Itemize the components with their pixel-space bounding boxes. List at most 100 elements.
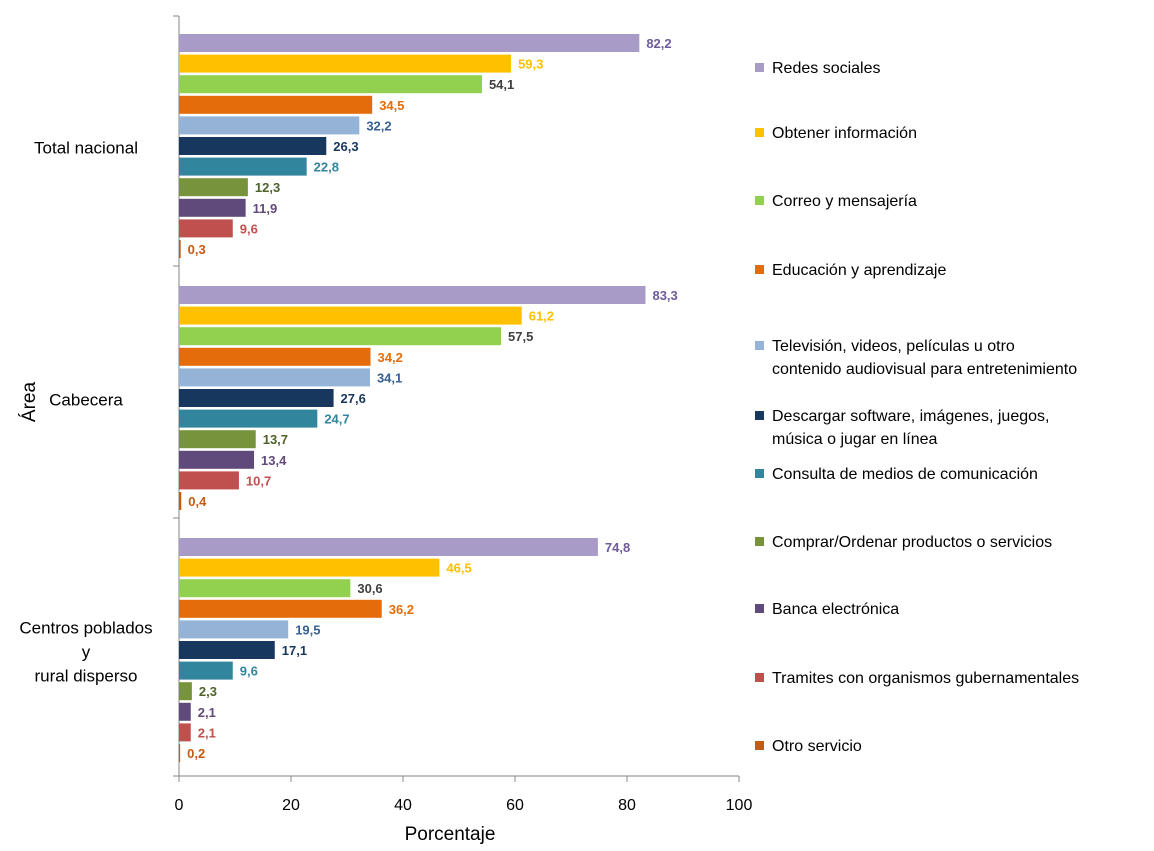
value-label: 9,6 (240, 664, 258, 679)
x-tick-label: 40 (394, 797, 412, 814)
value-label: 54,1 (489, 77, 514, 92)
value-label: 2,1 (198, 725, 216, 740)
category-label: rural disperso (35, 666, 138, 685)
value-label: 0,4 (188, 494, 207, 509)
value-label: 12,3 (255, 180, 280, 195)
value-label: 9,6 (240, 221, 258, 236)
value-label: 74,8 (605, 540, 630, 555)
legend-label: Tramites con organismos gubernamentales (772, 670, 1079, 687)
bar (179, 75, 482, 94)
bar (179, 198, 246, 217)
legend-swatch (755, 196, 764, 205)
value-label: 27,6 (341, 391, 366, 406)
category-label: y (82, 642, 91, 661)
bar (179, 137, 327, 155)
legend-label: Descargar software, imágenes, juegos, (772, 408, 1049, 425)
bar (179, 389, 334, 407)
legend-label: Consulta de medios de comunicación (772, 466, 1038, 483)
legend-label: Otro servicio (772, 738, 862, 755)
x-tick-label: 80 (618, 797, 636, 814)
value-label: 13,4 (261, 453, 287, 468)
bar (179, 450, 255, 469)
category-label: Centros poblados (19, 618, 152, 637)
legend-label: Educación y aprendizaje (772, 262, 946, 279)
value-label: 24,7 (324, 412, 349, 427)
x-tick-label: 0 (175, 797, 184, 814)
x-tick-label: 60 (506, 797, 524, 814)
bar (179, 682, 192, 701)
bar (179, 306, 522, 325)
legend-swatch (755, 411, 764, 420)
value-label: 30,6 (357, 581, 382, 596)
value-label: 13,7 (263, 432, 288, 447)
legend-label: Redes sociales (772, 60, 881, 77)
value-label: 22,8 (314, 160, 339, 175)
bar (179, 240, 181, 258)
bar (179, 327, 501, 346)
legend-label: Obtener información (772, 125, 917, 142)
legend-swatch (755, 604, 764, 613)
bar (179, 723, 191, 742)
bar (179, 178, 248, 197)
bar (179, 492, 182, 510)
bar (179, 641, 275, 659)
value-label: 34,2 (378, 350, 403, 365)
x-tick-label: 20 (282, 797, 300, 814)
legend-label: contenido audiovisual para entretenimien… (772, 361, 1077, 378)
value-label: 61,2 (529, 309, 554, 324)
bar (179, 661, 233, 680)
bar (179, 430, 256, 449)
bar (179, 286, 646, 304)
value-label: 19,5 (295, 622, 320, 637)
y-axis-title: Área (19, 382, 40, 423)
value-label: 83,3 (652, 288, 677, 303)
value-label: 11,9 (253, 201, 278, 216)
value-label: 32,2 (366, 118, 391, 133)
bar (179, 157, 307, 176)
bar (179, 744, 181, 762)
legend-label: Correo y mensajería (772, 193, 917, 210)
legend-label: Banca electrónica (772, 601, 899, 618)
bar (179, 599, 382, 618)
legend-swatch (755, 128, 764, 137)
x-tick-label: 100 (726, 797, 753, 814)
legend-label: Televisión, videos, películas u otro (772, 338, 1015, 355)
bar (179, 620, 289, 639)
value-label: 26,3 (333, 139, 358, 154)
bar (179, 347, 371, 366)
x-axis-title: Porcentaje (405, 824, 496, 845)
value-label: 59,3 (518, 57, 543, 72)
legend-label: Comprar/Ordenar productos o servicios (772, 534, 1052, 551)
legend-swatch (755, 741, 764, 750)
bar (179, 579, 351, 598)
bar (179, 702, 191, 721)
value-label: 34,5 (379, 98, 404, 113)
value-label: 57,5 (508, 329, 533, 344)
value-label: 46,5 (446, 561, 471, 576)
legend-swatch (755, 537, 764, 546)
bar (179, 409, 318, 428)
value-label: 82,2 (646, 36, 671, 51)
value-label: 2,1 (198, 705, 216, 720)
bar (179, 471, 239, 490)
legend-label: música o jugar en línea (772, 431, 938, 448)
bar (179, 54, 512, 73)
bar (179, 538, 598, 556)
legend-swatch (755, 673, 764, 682)
value-label: 10,7 (246, 473, 271, 488)
value-label: 34,1 (377, 370, 402, 385)
value-label: 0,2 (187, 746, 205, 761)
legend-swatch (755, 265, 764, 274)
bar (179, 116, 360, 135)
bar (179, 95, 373, 114)
legend-swatch (755, 469, 764, 478)
legend-swatch (755, 63, 764, 72)
bar (179, 34, 640, 52)
bar (179, 558, 440, 577)
category-label: Total nacional (34, 138, 138, 157)
category-label: Cabecera (49, 390, 123, 409)
bar (179, 219, 233, 238)
value-label: 36,2 (389, 602, 414, 617)
